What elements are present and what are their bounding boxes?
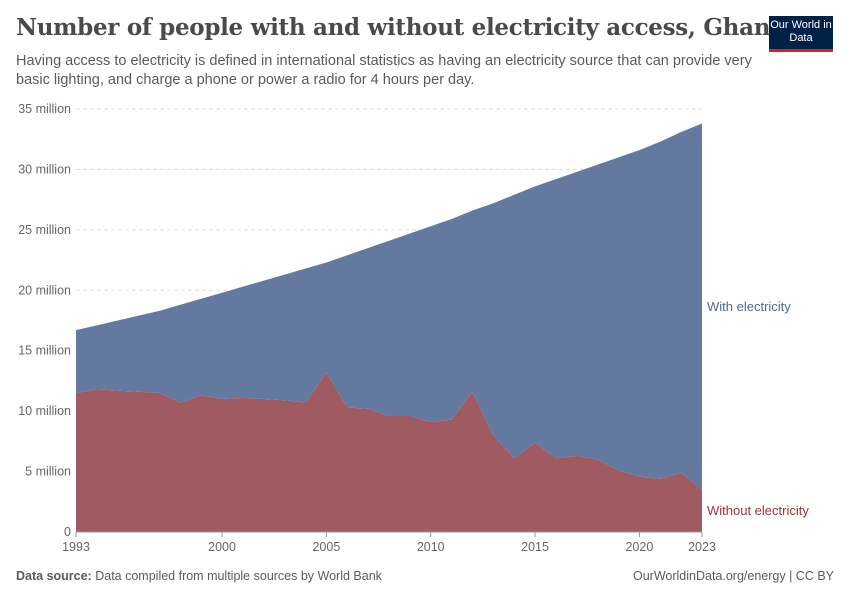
series-label: Without electricity bbox=[707, 503, 809, 518]
area-with-electricity[interactable] bbox=[76, 123, 702, 490]
data-source: Data source: Data compiled from multiple… bbox=[16, 569, 382, 583]
y-tick-label: 35 million bbox=[18, 102, 71, 116]
y-tick-label: 30 million bbox=[18, 162, 71, 176]
x-tick-label: 1993 bbox=[62, 540, 90, 554]
x-tick-label: 2000 bbox=[208, 540, 236, 554]
chart-subtitle: Having access to electricity is defined … bbox=[16, 53, 752, 88]
y-tick-label: 25 million bbox=[18, 223, 71, 237]
x-tick-label: 2010 bbox=[417, 540, 445, 554]
x-tick-label: 2020 bbox=[625, 540, 653, 554]
chart-title: Number of people with and without electr… bbox=[16, 14, 785, 41]
credit-link[interactable]: OurWorldinData.org/energy | CC BY bbox=[632, 569, 834, 583]
series-label: With electricity bbox=[707, 299, 791, 314]
x-tick-label: 2015 bbox=[521, 540, 549, 554]
y-tick-label: 10 million bbox=[18, 404, 71, 418]
area-without-electricity[interactable] bbox=[76, 372, 702, 532]
source-label: Data source: bbox=[16, 569, 92, 583]
y-tick-label: 20 million bbox=[18, 283, 71, 297]
y-tick-label: 15 million bbox=[18, 344, 71, 358]
x-tick-label: 2023 bbox=[688, 540, 716, 554]
x-tick-label: 2005 bbox=[312, 540, 340, 554]
y-tick-label: 5 million bbox=[25, 465, 71, 479]
owid-logo[interactable]: Our World in Data bbox=[769, 16, 833, 52]
y-tick-label: 0 bbox=[64, 525, 71, 539]
source-text: Data compiled from multiple sources by W… bbox=[95, 569, 382, 583]
